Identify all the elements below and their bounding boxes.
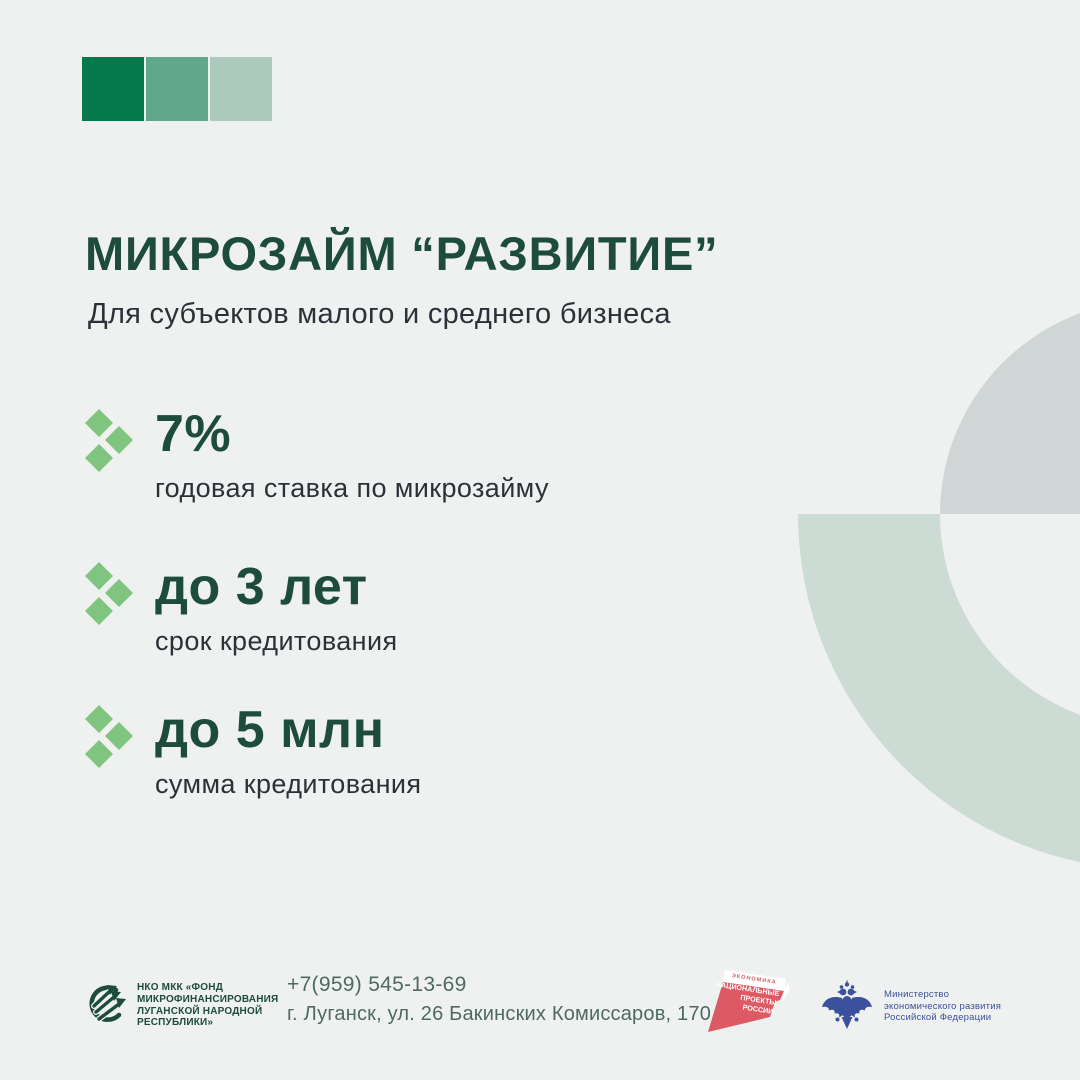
benefit-value-rate: 7% [155, 405, 232, 463]
benefit-value-amount: до 5 млн [155, 701, 385, 759]
benefit-row-amount: до 5 млн сумма кредитования [85, 699, 421, 800]
decor-gray-half-disc [940, 313, 1080, 514]
decor-circle-graphic [798, 313, 1080, 863]
benefit-label-term: срок кредитования [155, 626, 398, 656]
fund-globe-arrows-logo-icon [89, 985, 126, 1022]
address: г. Луганск, ул. 26 Бакинских Комиссаров,… [287, 1003, 712, 1025]
ministry-eagle-emblem-icon [822, 980, 872, 1029]
ministry-name: Министерство экономического развития Рос… [884, 989, 1001, 1024]
ministry-name-line: Российской Федерации [884, 1012, 992, 1023]
ministry-name-line: Министерство [884, 989, 950, 1000]
flag-fold [782, 982, 790, 1002]
flag-red-band [708, 982, 784, 1032]
diamonds-bullet-icon [85, 562, 133, 625]
fund-name-line: НКО МКК «ФОНД [137, 982, 224, 993]
decor-sage-quarter-ring [798, 514, 1080, 863]
diamonds-bullet-icon [85, 705, 133, 768]
benefit-value-term: до 3 лет [155, 558, 368, 616]
benefit-row-rate: 7% годовая ставка по микрозайму [85, 403, 549, 504]
brand-squares [82, 57, 272, 121]
benefit-row-term: до 3 лет срок кредитования [85, 556, 397, 657]
ministry-name-line: экономического развития [884, 1000, 1002, 1012]
brand-square-medium-green [146, 57, 208, 121]
brand-square-light-green [210, 57, 272, 121]
benefit-label-amount: сумма кредитования [155, 769, 422, 799]
diamonds-bullet-icon [85, 409, 133, 472]
national-projects-flag-logo: ЭКОНОМИКА НАЦИОНАЛЬНЫЕ ПРОЕКТЫ РОССИИ [708, 970, 790, 1032]
fund-name-line: МИКРОФИНАНСИРОВАНИЯ [137, 993, 279, 1005]
page-subtitle: Для субъектов малого и среднего бизнеса [88, 298, 671, 330]
page-title: МИКРОЗАЙМ “РАЗВИТИЕ” [85, 227, 719, 280]
brand-square-dark-green [82, 57, 144, 121]
phone-number: +7(959) 545-13-69 [287, 973, 467, 996]
fund-name-line: РЕСПУБЛИКИ» [137, 1017, 214, 1029]
flag-white-band [723, 970, 786, 991]
fund-name-line: ЛУГАНСКОЙ НАРОДНОЙ [137, 1005, 263, 1017]
benefit-label-rate: годовая ставка по микрозайму [155, 473, 549, 503]
fund-name: НКО МКК «ФОНД МИКРОФИНАНСИРОВАНИЯ ЛУГАНС… [137, 982, 278, 1029]
